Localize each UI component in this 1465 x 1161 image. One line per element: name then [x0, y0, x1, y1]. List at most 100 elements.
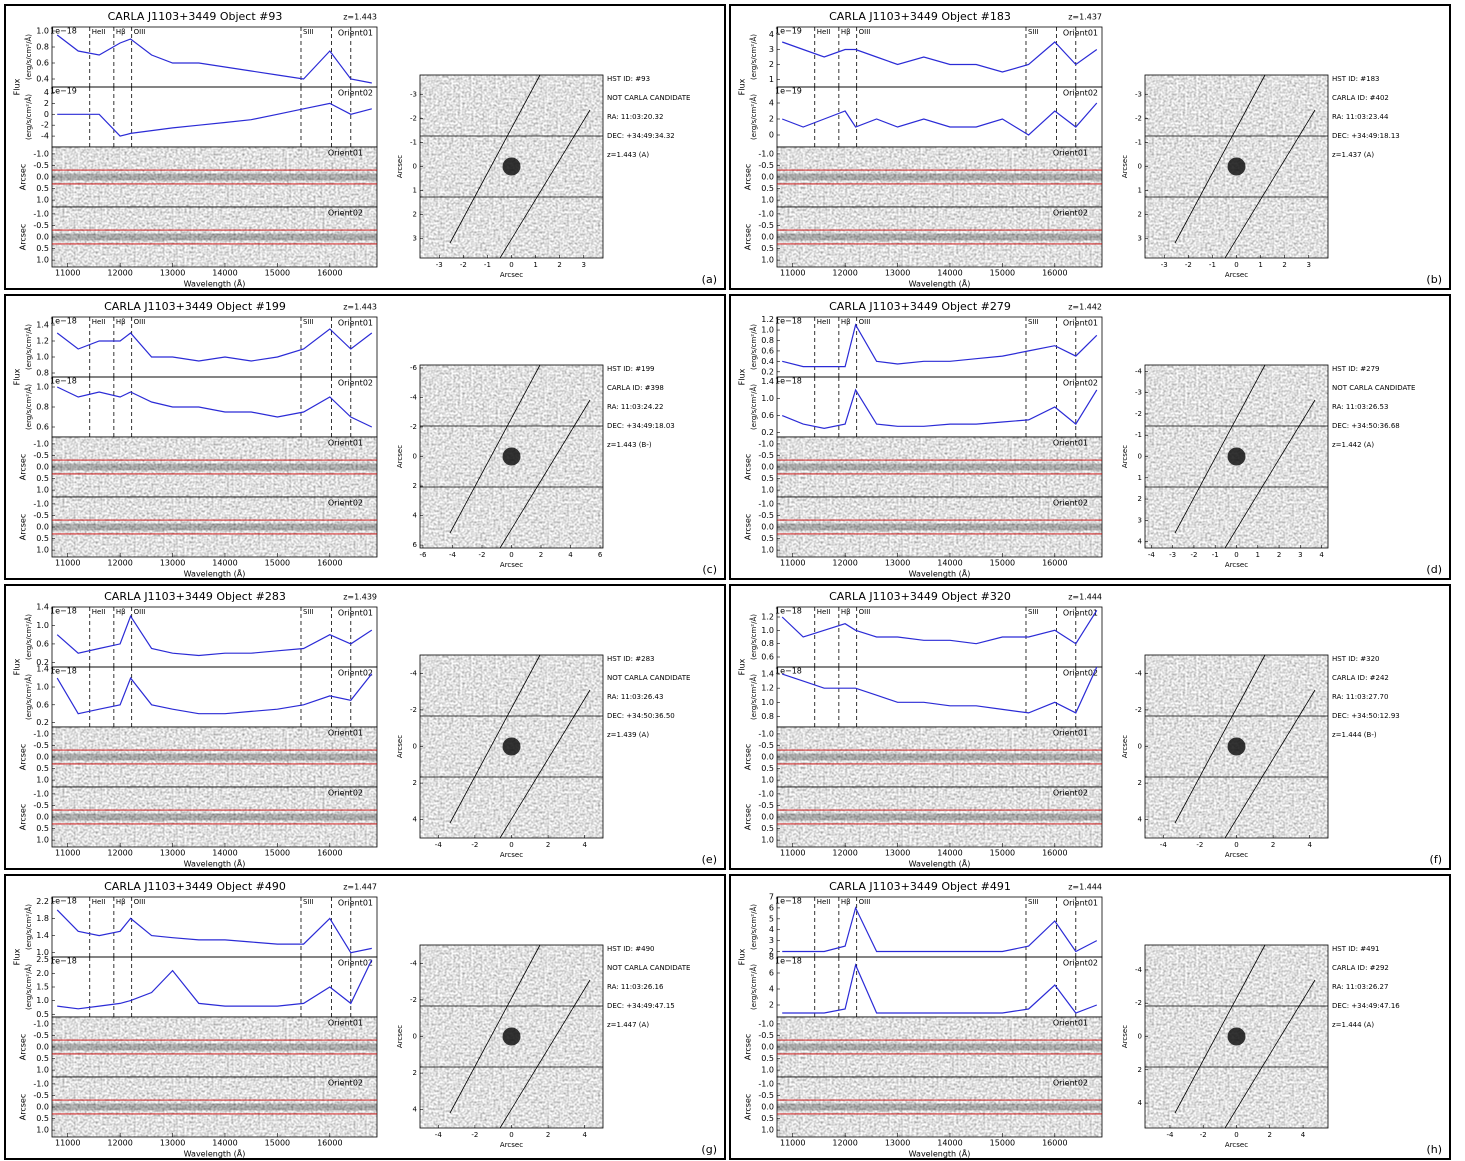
- spectrum-2d: [777, 787, 1102, 847]
- y-tick-label: 0.8: [761, 639, 774, 648]
- x-tick-label: -4: [1148, 551, 1156, 559]
- line-label: Hβ: [116, 28, 126, 36]
- y-tick-label: 6: [413, 541, 418, 549]
- y-tick-label: 3: [769, 45, 774, 54]
- y-tick-label: 1.0: [36, 196, 49, 205]
- y-tick-label: -4: [41, 132, 49, 141]
- x-tick-label: -6: [419, 551, 427, 559]
- flux-unit: (erg/s/cm²/Å): [24, 34, 33, 80]
- y-tick-label: 0.5: [36, 764, 49, 773]
- orient-label: Orient02: [1063, 89, 1098, 98]
- object-info: CARLA ID: #242: [1332, 674, 1389, 682]
- x-tick-label: 14000: [937, 559, 962, 568]
- y-tick-label: 0: [44, 110, 49, 119]
- plot-frame: [51, 376, 378, 438]
- object-info: CARLA ID: #398: [607, 384, 664, 392]
- y-tick-label: 0.5: [761, 534, 774, 543]
- x-tick-label: 13000: [885, 849, 910, 858]
- panel: CARLA J1103+3449 Object #491 z=1.444 (h) 1e…: [729, 874, 1451, 1160]
- slit-line: [1174, 654, 1266, 824]
- scale-label: 1e−18: [775, 607, 802, 616]
- panel: CARLA J1103+3449 Object #283 z=1.439 (e) 1e…: [4, 584, 726, 870]
- stamp-x-label: Arcsec: [500, 271, 523, 279]
- x-tick-label: 4: [582, 1131, 587, 1139]
- y-tick-label: -1.0: [33, 209, 49, 218]
- y-tick-label: 0.5: [761, 1114, 774, 1123]
- y-tick-label: -4: [1135, 669, 1143, 677]
- y-tick-label: 1.2: [761, 684, 774, 693]
- x-tick-label: 14000: [212, 269, 237, 278]
- spectrum-2d: [52, 727, 377, 787]
- x-tick-label: 4: [582, 841, 587, 849]
- y-tick-label: -0.5: [33, 451, 49, 460]
- y-tick-label: 1.4: [36, 931, 49, 940]
- panel: CARLA J1103+3449 Object #183 z=1.437 (b) 1e…: [729, 4, 1451, 290]
- y-tick-label: 1.4: [36, 603, 49, 612]
- x-tick-label: 13000: [160, 559, 185, 568]
- x-tick-label: -2: [471, 1131, 478, 1139]
- y-tick-label: 0: [413, 743, 417, 751]
- y-tick-label: -1.0: [758, 149, 774, 158]
- orient-label: Orient02: [328, 209, 363, 218]
- spectrum-2d: [52, 437, 377, 497]
- orient-label: Orient02: [1053, 1079, 1088, 1088]
- y-tick-label: -0.5: [33, 741, 49, 750]
- x-tick-label: 11000: [55, 1139, 80, 1148]
- line-label: OIII: [134, 28, 146, 36]
- arcsec-label: Arcsec: [19, 804, 28, 830]
- slit-line: [449, 944, 541, 1114]
- panel-label: (h): [1426, 1143, 1442, 1156]
- flux-unit: (erg/s/cm²/Å): [24, 674, 33, 720]
- object-info: RA: 11:03:26.27: [1332, 983, 1388, 991]
- y-tick-label: -2: [410, 996, 417, 1004]
- object-info: RA: 11:03:20.32: [607, 113, 663, 121]
- y-tick-label: 0.6: [761, 346, 774, 355]
- flux-unit: (erg/s/cm²/Å): [749, 964, 758, 1010]
- y-tick-label: 1.0: [36, 1126, 49, 1135]
- x-tick-label: -2: [1190, 551, 1197, 559]
- y-tick-label: 4: [1138, 816, 1143, 824]
- object-info: HST ID: #279: [1332, 365, 1379, 373]
- y-tick-label: 1.0: [36, 948, 49, 957]
- y-tick-label: 1: [769, 75, 774, 84]
- y-tick-label: 0.0: [761, 753, 774, 762]
- x-tick-label: -2: [1196, 841, 1203, 849]
- redshift: z=1.444: [1068, 593, 1102, 602]
- panel-title: CARLA J1103+3449 Object #183: [829, 10, 1011, 23]
- x-tick-label: 11000: [55, 849, 80, 858]
- y-tick-label: 0.0: [36, 1043, 49, 1052]
- x-tick-label: 13000: [885, 559, 910, 568]
- spectrum-line: [781, 41, 1098, 73]
- y-tick-label: 0.8: [36, 43, 49, 52]
- x-tick-label: -4: [1166, 1131, 1174, 1139]
- y-tick-label: 1.2: [36, 337, 49, 346]
- y-tick-label: -0.5: [758, 451, 774, 460]
- orient-label: Orient01: [1053, 439, 1088, 448]
- panel-label: (g): [701, 1143, 717, 1156]
- orient-label: Orient02: [328, 499, 363, 508]
- object-info: DEC: +34:49:18.03: [607, 422, 675, 430]
- redshift: z=1.447: [343, 883, 377, 892]
- line-label: HeII: [92, 318, 106, 326]
- y-tick-label: 0: [413, 1033, 417, 1041]
- x-tick-label: -4: [449, 551, 457, 559]
- panel-title: CARLA J1103+3449 Object #491: [829, 880, 1011, 893]
- x-tick-label: 13000: [885, 1139, 910, 1148]
- x-tick-label: 14000: [937, 849, 962, 858]
- object-info: DEC: +34:50:12.93: [1332, 712, 1400, 720]
- object-info: NOT CARLA CANDIDATE: [607, 94, 690, 102]
- y-tick-label: 0.6: [761, 411, 774, 420]
- y-tick-label: 3: [769, 936, 774, 945]
- line-label: HeII: [817, 898, 831, 906]
- flux-unit: (erg/s/cm²/Å): [24, 384, 33, 430]
- spectrum-2d: [777, 497, 1102, 557]
- orient-label: Orient01: [328, 439, 363, 448]
- y-tick-label: 0.8: [36, 403, 49, 412]
- source: [502, 157, 521, 176]
- y-tick-label: -0.5: [758, 511, 774, 520]
- slit-line: [1174, 944, 1266, 1114]
- y-tick-label: 0.0: [761, 463, 774, 472]
- y-tick-label: 2.2: [36, 897, 49, 906]
- x-tick-label: -1: [1212, 551, 1219, 559]
- line-label: HeII: [817, 608, 831, 616]
